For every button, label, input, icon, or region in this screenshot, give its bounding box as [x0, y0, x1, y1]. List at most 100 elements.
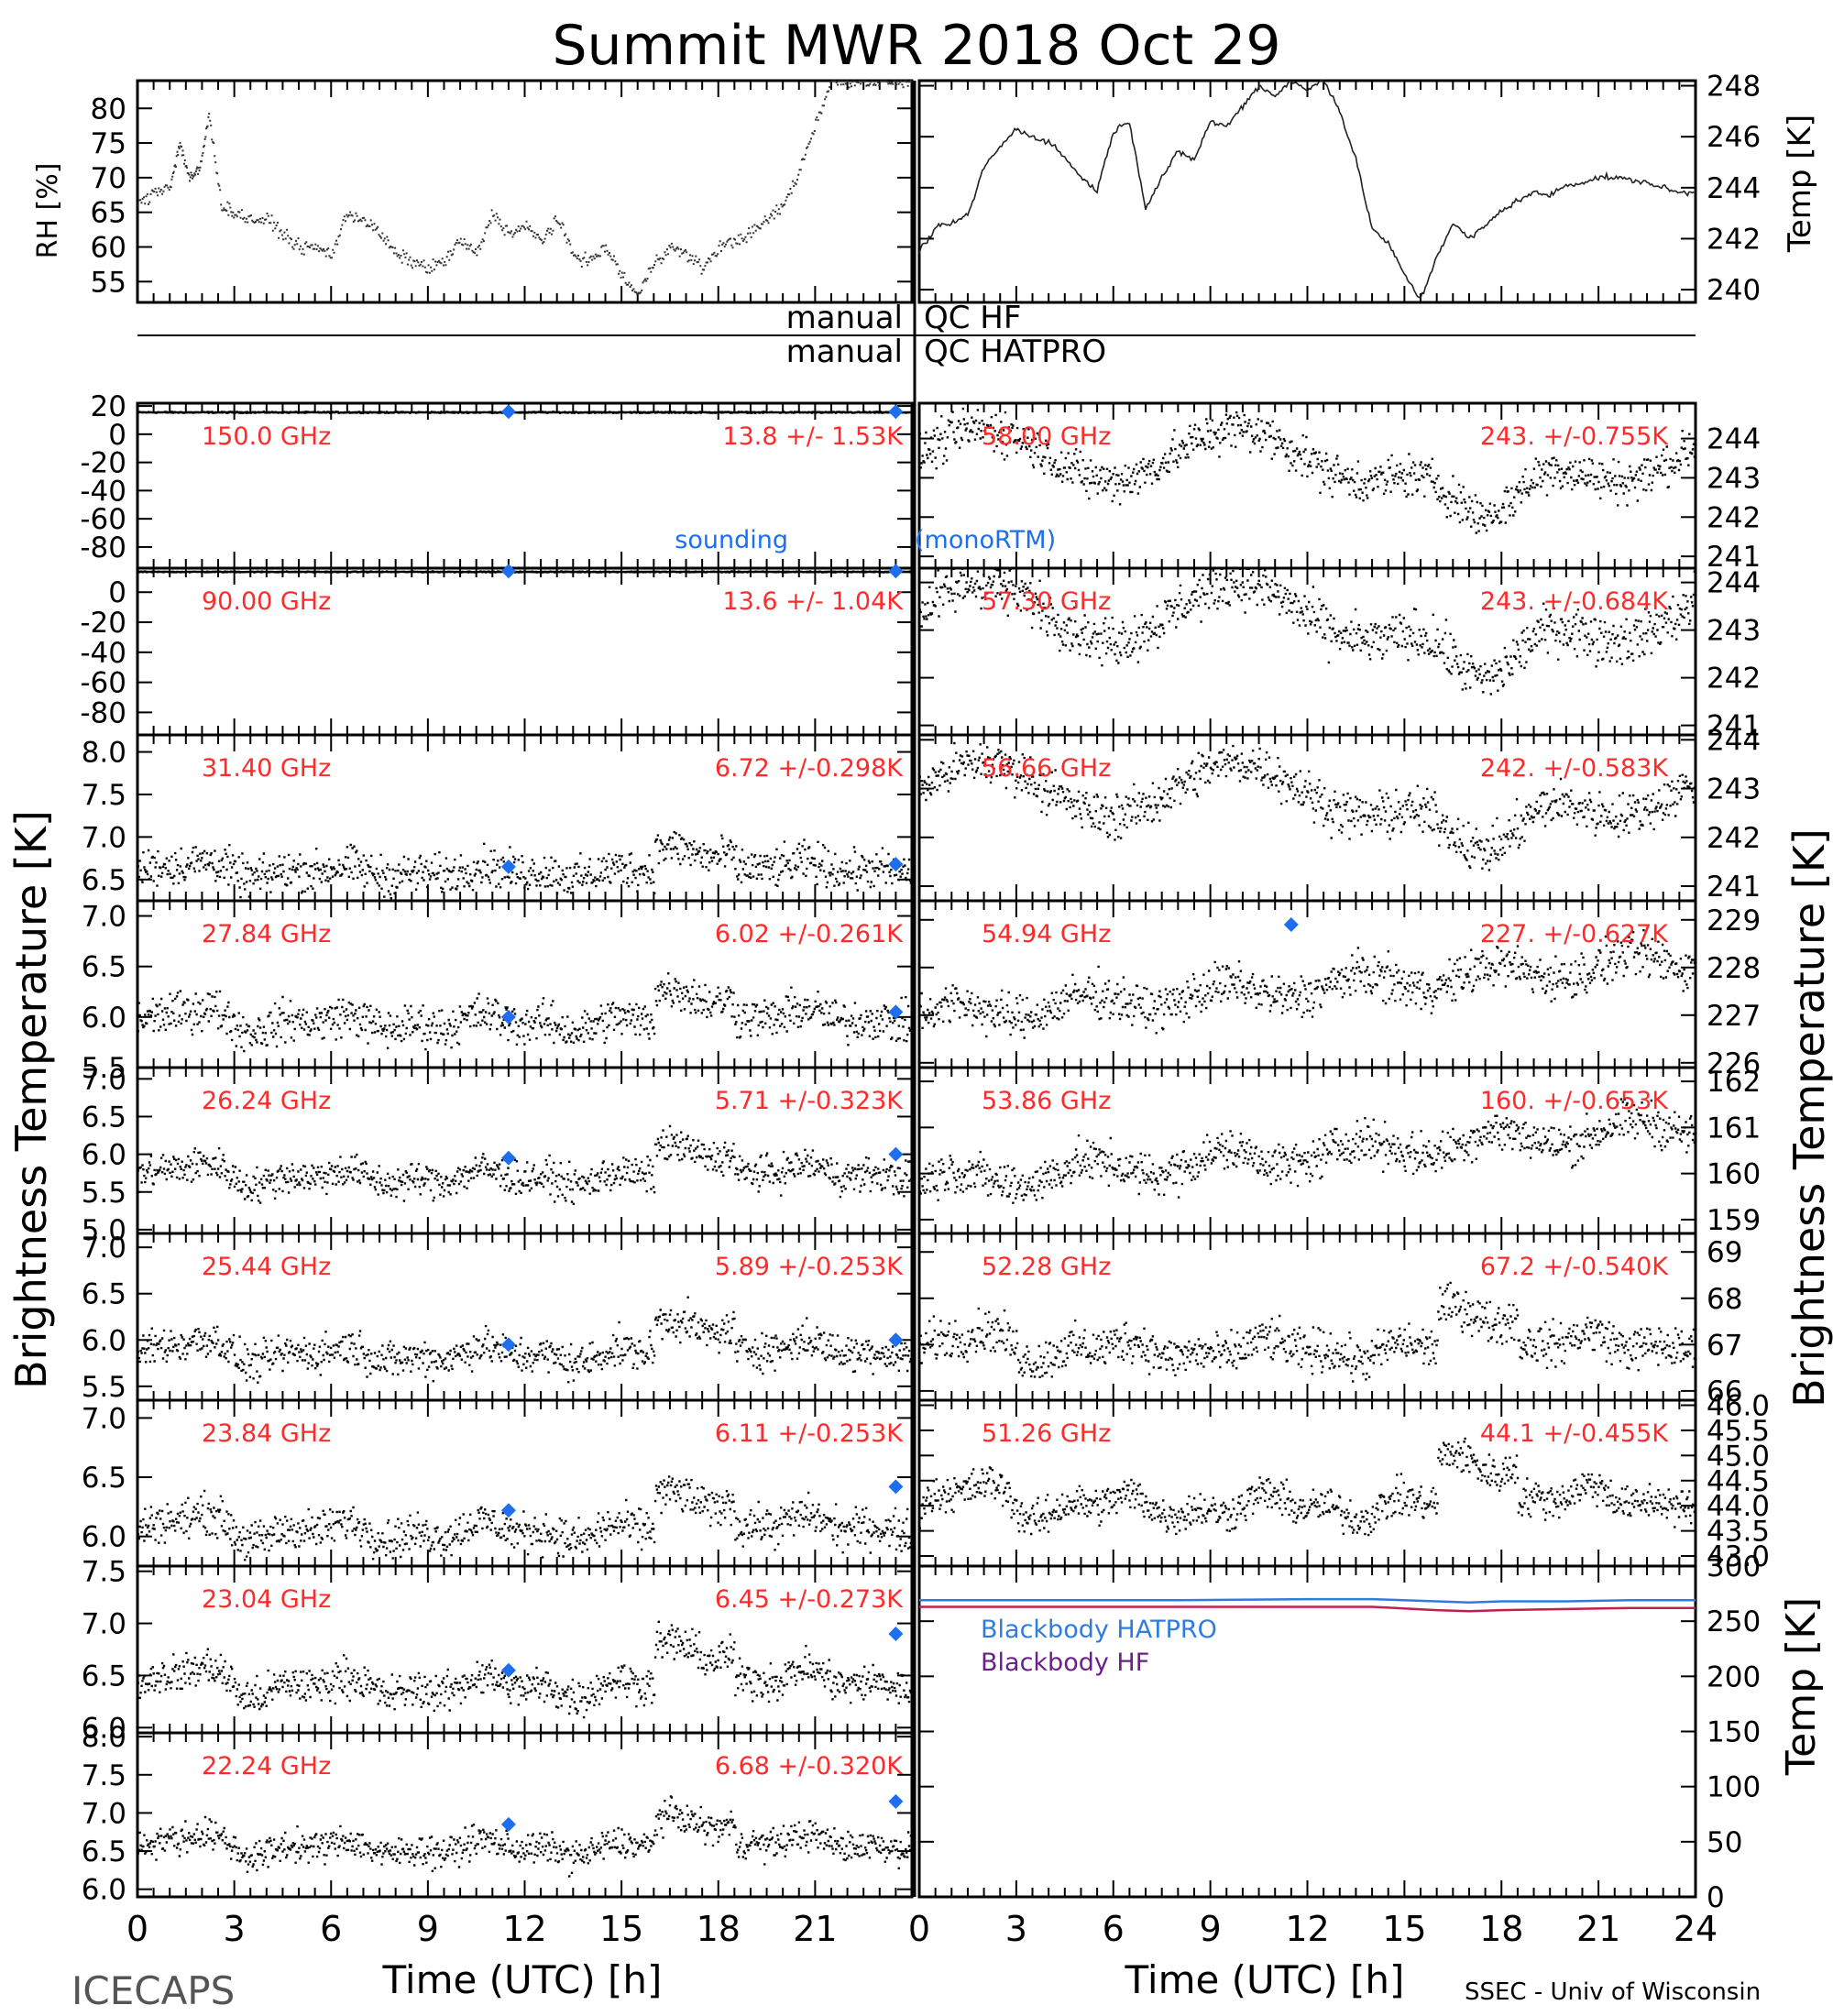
- data-points-22.24: [137, 1795, 914, 1878]
- channel-label-22.24: 22.24 GHz: [202, 1752, 331, 1780]
- channel-panel-57.30: 241 242 243 244 57.30 GHz 243. +/-0.684K: [917, 566, 1761, 743]
- channel-panel-22.24: 6.0 6.5 7.0 7.5 8.0 22.24 GHz 6.68 +/-0.320K: [82, 1721, 914, 1907]
- x-axis-label-left: Time (UTC) [h]: [382, 1957, 663, 2002]
- legend-sounding: sounding: [675, 526, 788, 554]
- data-points-26.24: [137, 1124, 914, 1205]
- y-tick-label-blackbody: 100: [1707, 1771, 1761, 1804]
- y-tick-label-blackbody: 200: [1707, 1660, 1761, 1693]
- sounding-marker-26.24: [500, 1150, 516, 1166]
- data-points-31.40: [137, 830, 914, 900]
- y-tick-label-57.30: 242: [1707, 663, 1761, 696]
- y-tick-label-25.44: 6.0: [82, 1324, 126, 1357]
- y-tick-label-58.00: 242: [1707, 501, 1761, 534]
- channel-stats-25.44: 5.89 +/-0.253K: [715, 1253, 904, 1281]
- sounding-marker-23.84: [888, 1479, 904, 1495]
- data-points-25.44: [137, 1296, 914, 1384]
- y-tick-label-90: 0: [108, 576, 126, 609]
- channel-stats-90: 13.6 +/- 1.04K: [722, 587, 904, 616]
- y-tick-label-56.66: 244: [1707, 724, 1761, 757]
- channel-stats-54.94: 227. +/-0.627K: [1480, 920, 1669, 948]
- channel-panel-23.04: 6.0 6.5 7.0 7.5 23.04 GHz 6.45 +/-0.273K: [82, 1556, 914, 1745]
- channel-stats-51.26: 44.1 +/-0.455K: [1480, 1419, 1669, 1448]
- y-tick-label-27.84: 5.5: [82, 1052, 126, 1085]
- x-tick-label-right: 9: [1200, 1909, 1222, 1949]
- sounding-marker-26.24: [888, 1146, 904, 1162]
- data-points-150: [137, 411, 914, 415]
- y-tick-label-temp: 246: [1707, 121, 1761, 154]
- y-tick-label-rh: 70: [91, 162, 126, 195]
- sounding-marker-22.24: [500, 1816, 516, 1832]
- channel-stats-22.24: 6.68 +/-0.320K: [715, 1752, 904, 1780]
- y-tick-label-57.30: 241: [1707, 710, 1761, 743]
- channel-panel-23.84: 6.0 6.5 7.0 23.84 GHz 6.11 +/-0.253K: [82, 1398, 914, 1568]
- channel-label-56.66: 56.66 GHz: [982, 754, 1111, 783]
- y-tick-label-52.28: 69: [1707, 1236, 1742, 1269]
- x-tick-label-right: 21: [1576, 1909, 1620, 1949]
- data-points-57.30: [918, 567, 1697, 696]
- y-tick-label-90: -40: [80, 637, 126, 670]
- y-tick-label-23.04: 7.0: [82, 1608, 126, 1641]
- y-tick-label-90: -80: [80, 696, 126, 729]
- sounding-marker-22.24: [888, 1793, 904, 1809]
- y-tick-label-27.84: 6.0: [82, 1002, 126, 1035]
- data-points-56.66: [918, 741, 1697, 871]
- footer-left: ICECAPS: [71, 1968, 235, 2013]
- sounding-marker-25.44: [500, 1337, 516, 1353]
- y-tick-label-54.94: 226: [1707, 1047, 1761, 1080]
- qc-rows: manual QC HF manual QC HATPRO: [137, 300, 1696, 370]
- sounding-marker-54.94: [1283, 917, 1299, 932]
- y-tick-label-56.66: 243: [1707, 773, 1761, 806]
- y-tick-label-rh: 60: [91, 232, 126, 265]
- y-tick-label-rh: 65: [91, 197, 126, 230]
- right-brightness-label: Brightness Temperature [K]: [1784, 828, 1833, 1408]
- sounding-marker-150: [500, 404, 516, 420]
- channel-stats-56.66: 242. +/-0.583K: [1480, 754, 1669, 783]
- data-points-51.26: [918, 1437, 1697, 1537]
- x-tick-label-left: 12: [502, 1909, 546, 1949]
- y-tick-label-51.26: 44.5: [1707, 1465, 1770, 1498]
- data-points-23.04: [137, 1620, 914, 1719]
- y-tick-label-31.40: 8.0: [82, 737, 126, 770]
- sounding-marker-25.44: [888, 1332, 904, 1348]
- data-points-27.84: [137, 972, 914, 1053]
- x-tick-label-left: 3: [224, 1909, 246, 1949]
- channel-label-23.04: 23.04 GHz: [202, 1585, 331, 1614]
- y-tick-label-temp: 242: [1707, 223, 1761, 256]
- y-tick-label-23.84: 6.5: [82, 1462, 126, 1495]
- sounding-marker-23.04: [500, 1662, 516, 1678]
- x-tick-label-left: 0: [126, 1909, 148, 1949]
- y-tick-label-temp: 240: [1707, 274, 1761, 307]
- channel-label-57.30: 57.30 GHz: [982, 587, 1111, 616]
- y-tick-label-53.86: 160: [1707, 1158, 1761, 1191]
- y-tick-label-150: -40: [80, 475, 126, 508]
- left-brightness-label: Brightness Temperature [K]: [6, 810, 56, 1389]
- x-tick-label-right: 18: [1479, 1909, 1523, 1949]
- y-tick-label-22.24: 7.0: [82, 1797, 126, 1830]
- channel-stats-58.00: 243. +/-0.755K: [1480, 422, 1669, 451]
- y-tick-label-150: -80: [80, 531, 126, 564]
- blackbody-line-1: [919, 1605, 1696, 1613]
- y-tick-label-23.04: 6.0: [82, 1712, 126, 1745]
- y-tick-label-22.24: 8.0: [82, 1721, 126, 1754]
- channel-label-90: 90.00 GHz: [202, 587, 331, 616]
- channel-panel-51.26: 43.043.544.044.545.045.546.0 51.26 GHz 44.…: [917, 1389, 1770, 1573]
- legend-bb-hatpro: Blackbody HATPRO: [981, 1616, 1217, 1644]
- figure-title: Summit MWR 2018 Oct 29: [552, 14, 1280, 78]
- qc-hf-right-label: QC HF: [924, 300, 1021, 336]
- data-points-54.94: [918, 929, 1697, 1039]
- channel-stats-31.40: 6.72 +/-0.298K: [715, 754, 904, 783]
- channel-label-27.84: 27.84 GHz: [202, 920, 331, 948]
- sounding-marker-23.04: [888, 1626, 904, 1641]
- channel-label-53.86: 53.86 GHz: [982, 1087, 1111, 1115]
- channel-stats-27.84: 6.02 +/-0.261K: [715, 920, 904, 948]
- x-tick-label-left: 6: [320, 1909, 342, 1949]
- channel-label-54.94: 54.94 GHz: [982, 920, 1111, 948]
- channel-stats-26.24: 5.71 +/-0.323K: [715, 1087, 904, 1115]
- y-tick-label-blackbody: 50: [1707, 1826, 1742, 1859]
- y-tick-label-150: 0: [108, 419, 126, 452]
- y-tick-label-blackbody: 0: [1707, 1881, 1725, 1914]
- y-tick-label-51.26: 45.5: [1707, 1415, 1770, 1448]
- legend-monortm: (monoRTM): [915, 526, 1056, 554]
- y-tick-label-temp: 244: [1707, 172, 1761, 205]
